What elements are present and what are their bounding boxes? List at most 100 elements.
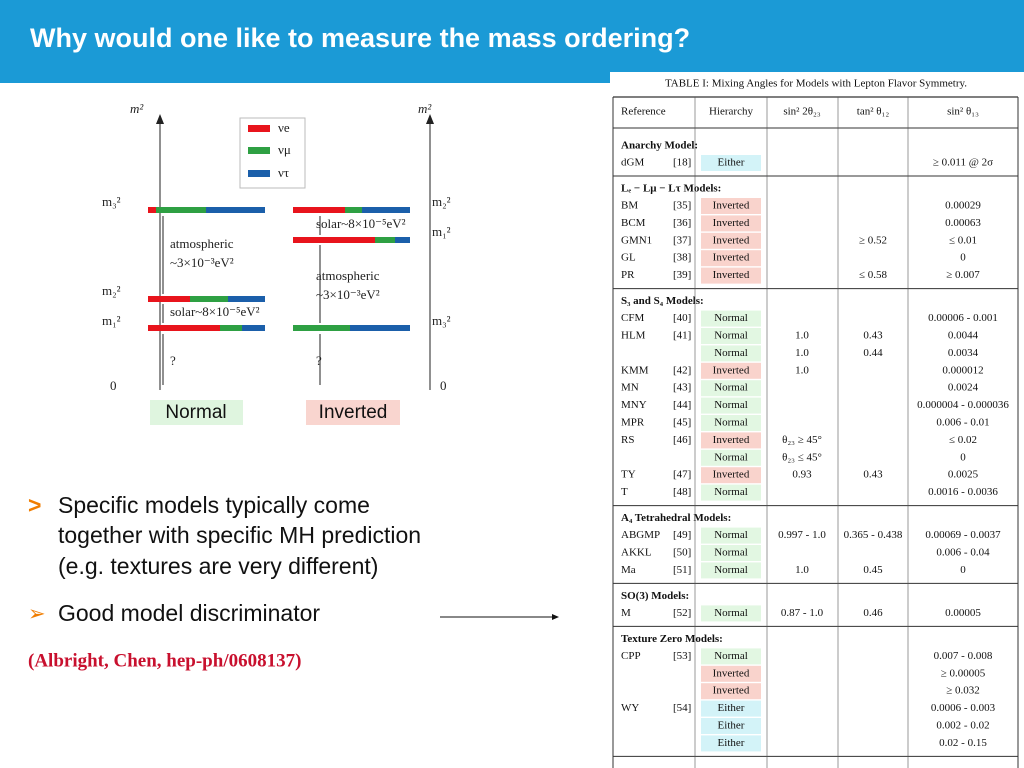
table-cell: Normal bbox=[714, 312, 748, 324]
table-cell: 1.0 bbox=[795, 330, 809, 342]
level bbox=[228, 296, 265, 302]
table-cell: MPR bbox=[621, 417, 645, 429]
level-label: m₂² bbox=[102, 283, 121, 298]
table-cell: [43] bbox=[673, 382, 691, 394]
annotation: solar~8×10⁻⁵eV² bbox=[170, 304, 260, 319]
table-cell: 0.007 - 0.008 bbox=[934, 650, 993, 662]
table-cell: T bbox=[621, 486, 628, 498]
table-cell: Normal bbox=[714, 417, 748, 429]
table-cell: Either bbox=[718, 737, 745, 749]
table-cell: [45] bbox=[673, 417, 691, 429]
table-cell: Ma bbox=[621, 564, 636, 576]
table-cell: 0.0034 bbox=[948, 347, 979, 359]
table-cell: GL bbox=[621, 252, 636, 264]
table-cell: Inverted bbox=[713, 269, 750, 281]
table-cell: [48] bbox=[673, 486, 691, 498]
column-header: Hierarchy bbox=[709, 106, 753, 118]
header-bar bbox=[0, 0, 1024, 83]
table-cell: θ₂₃ ≥ 45° bbox=[782, 434, 822, 446]
column-header: Reference bbox=[621, 106, 666, 118]
table-cell: ≥ 0.007 bbox=[946, 269, 980, 281]
table-cell: [46] bbox=[673, 434, 691, 446]
level-label: m₃² bbox=[432, 313, 451, 328]
bullet-marker: > bbox=[28, 492, 41, 518]
hierarchy-cell bbox=[701, 267, 761, 284]
level bbox=[148, 325, 220, 331]
table-cell: Normal bbox=[714, 399, 748, 411]
table-cell: Normal bbox=[714, 330, 748, 342]
table-cell: Normal bbox=[714, 564, 748, 576]
table-cell: M bbox=[621, 607, 631, 619]
level bbox=[190, 296, 228, 302]
table-cell: 0.00006 - 0.001 bbox=[928, 312, 998, 324]
level bbox=[375, 237, 395, 243]
column-header: tan² θ₁₂ bbox=[857, 106, 890, 118]
hierarchy-cell bbox=[701, 362, 761, 379]
table-cell: KMM bbox=[621, 364, 649, 376]
table-cell: 0.00069 - 0.0037 bbox=[925, 529, 1001, 541]
table-cell: HLM bbox=[621, 330, 646, 342]
legend-swatch bbox=[248, 125, 270, 132]
annotation: ~3×10⁻³eV² bbox=[316, 287, 380, 302]
hierarchy-cell bbox=[701, 718, 761, 734]
level bbox=[242, 325, 265, 331]
hierarchy-cell bbox=[701, 432, 761, 449]
table-cell: Inverted bbox=[713, 252, 750, 264]
table-cell: Inverted bbox=[713, 434, 750, 446]
legend-swatch bbox=[248, 170, 270, 177]
annotation: ~3×10⁻³eV² bbox=[170, 255, 234, 270]
table-cell: [39] bbox=[673, 269, 691, 281]
table-cell: [35] bbox=[673, 200, 691, 212]
bullet-text: Specific models typically come bbox=[58, 492, 370, 518]
table-cell: Normal bbox=[714, 347, 748, 359]
level bbox=[293, 207, 345, 213]
table-cell: ABGMP bbox=[621, 529, 660, 541]
table-cell: MN bbox=[621, 382, 639, 394]
table-cell: [40] bbox=[673, 312, 691, 324]
table-cell: 1.0 bbox=[795, 564, 809, 576]
table-cell: 0.93 bbox=[792, 469, 812, 481]
scheme-box bbox=[150, 400, 243, 425]
level bbox=[220, 325, 242, 331]
table-cell: [52] bbox=[673, 607, 691, 619]
section-title: Texture Zero Models: bbox=[621, 633, 723, 645]
table-cell: [53] bbox=[673, 650, 691, 662]
table-cell: 0.0024 bbox=[948, 382, 979, 394]
table-cell: [38] bbox=[673, 252, 691, 264]
table-cell: [54] bbox=[673, 702, 691, 714]
table-cell: 0.46 bbox=[863, 607, 883, 619]
table-cell: ≤ 0.58 bbox=[859, 269, 888, 281]
hierarchy-cell bbox=[701, 232, 761, 249]
arrows bbox=[162, 216, 321, 385]
table-cell: 0.0016 - 0.0036 bbox=[928, 486, 998, 498]
column-header: sin² 2θ₂₃ bbox=[783, 106, 820, 118]
table-cell: [41] bbox=[673, 330, 691, 342]
hierarchy-cell bbox=[701, 648, 761, 665]
hierarchy-cell bbox=[701, 155, 761, 171]
level bbox=[345, 207, 362, 213]
table-cell: 0.44 bbox=[863, 347, 883, 359]
arrowhead bbox=[426, 114, 434, 124]
table-cell: Normal bbox=[714, 607, 748, 619]
table-cell: Normal bbox=[714, 650, 748, 662]
level-label: 0 bbox=[440, 378, 447, 393]
table-cell: RS bbox=[621, 434, 634, 446]
mass-diagram: m² m² νe νμ ντ m₃² m₂² m₁² 0 m₂² m₁² bbox=[102, 95, 451, 425]
table-cell: 0.997 - 1.0 bbox=[778, 529, 826, 541]
table-cell: [50] bbox=[673, 547, 691, 559]
annotation: atmospheric bbox=[170, 236, 234, 251]
citation: (Albright, Chen, hep-ph/0608137) bbox=[28, 650, 301, 671]
table-cell: MNY bbox=[621, 399, 647, 411]
table-cell: dGM bbox=[621, 157, 644, 169]
level bbox=[362, 207, 410, 213]
legend-label: νμ bbox=[278, 142, 291, 157]
table-cell: Normal bbox=[714, 382, 748, 394]
table-bg bbox=[610, 72, 1024, 768]
table-cell: 1.0 bbox=[795, 364, 809, 376]
table-cell: Inverted bbox=[713, 469, 750, 481]
table-cell: [18] bbox=[673, 157, 691, 169]
table-cell: [51] bbox=[673, 564, 691, 576]
table-cell: 0.006 - 0.01 bbox=[936, 417, 989, 429]
hierarchy-cell bbox=[701, 380, 761, 397]
axis-label: m² bbox=[130, 101, 144, 116]
